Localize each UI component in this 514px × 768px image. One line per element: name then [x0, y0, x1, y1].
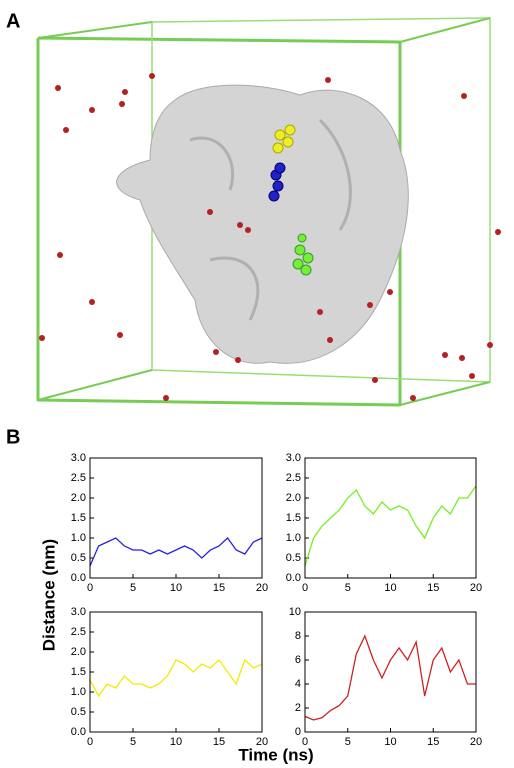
- data-line: [89, 658, 263, 698]
- y-tick-label: 0.0: [71, 572, 86, 584]
- x-tick-label: 20: [470, 736, 482, 748]
- x-tick-label: 20: [470, 582, 482, 594]
- y-tick-label: 1.5: [286, 512, 301, 524]
- y-tick-label: 0.5: [71, 706, 86, 718]
- data-line: [304, 485, 477, 567]
- y-tick-label: 3.0: [71, 452, 86, 464]
- x-tick-label: 10: [170, 736, 182, 748]
- panel-label: B: [6, 426, 20, 448]
- x-axis-label: Time (ns): [238, 745, 313, 764]
- y-tick-label: 0.0: [286, 572, 301, 584]
- y-tick-label: 2.5: [71, 472, 86, 484]
- y-axis-label: Distance (nm): [39, 539, 58, 651]
- x-tick-label: 15: [213, 736, 225, 748]
- x-tick-label: 5: [345, 582, 351, 594]
- data-line: [304, 634, 476, 721]
- y-tick-label: 1.0: [286, 532, 301, 544]
- x-tick-label: 10: [170, 582, 182, 594]
- y-tick-label: 1.5: [71, 666, 86, 678]
- y-tick-label: 1.0: [71, 686, 86, 698]
- y-tick-label: 2.0: [286, 492, 301, 504]
- y-tick-label: 6: [295, 654, 301, 666]
- x-tick-label: 15: [427, 582, 439, 594]
- plot-frame: [89, 611, 263, 733]
- y-tick-label: 10: [289, 606, 301, 618]
- x-tick-label: 5: [130, 736, 136, 748]
- y-tick-label: 2.0: [71, 492, 86, 504]
- x-tick-label: 15: [427, 736, 439, 748]
- x-tick-label: 0: [87, 736, 93, 748]
- y-tick-label: 2.5: [71, 626, 86, 638]
- y-tick-label: 0.0: [71, 726, 86, 738]
- y-tick-label: 3.0: [71, 606, 86, 618]
- y-tick-label: 2.5: [286, 472, 301, 484]
- x-tick-label: 5: [130, 582, 136, 594]
- plot-frame: [304, 611, 477, 733]
- x-tick-label: 5: [345, 736, 351, 748]
- y-tick-label: 0.5: [71, 552, 86, 564]
- y-tick-label: 2: [295, 702, 301, 714]
- structure-view: [36, 17, 501, 407]
- x-tick-label: 15: [213, 582, 225, 594]
- plot-frame: [89, 457, 263, 579]
- y-tick-label: 1.0: [71, 532, 86, 544]
- x-tick-label: 0: [302, 582, 308, 594]
- x-tick-label: 0: [87, 582, 93, 594]
- y-tick-label: 0.5: [286, 552, 301, 564]
- x-tick-label: 0: [302, 736, 308, 748]
- x-tick-label: 10: [384, 582, 396, 594]
- y-tick-label: 8: [295, 630, 301, 642]
- y-tick-label: 2.0: [71, 646, 86, 658]
- y-tick-label: 1.5: [71, 512, 86, 524]
- y-tick-label: 4: [295, 678, 301, 690]
- x-tick-label: 20: [256, 736, 268, 748]
- x-tick-label: 10: [384, 736, 396, 748]
- data-line: [89, 537, 263, 567]
- plot-frame: [304, 457, 477, 579]
- y-tick-label: 0: [295, 726, 301, 738]
- x-tick-label: 20: [256, 582, 268, 594]
- y-tick-label: 3.0: [286, 452, 301, 464]
- panel-label: A: [6, 10, 20, 32]
